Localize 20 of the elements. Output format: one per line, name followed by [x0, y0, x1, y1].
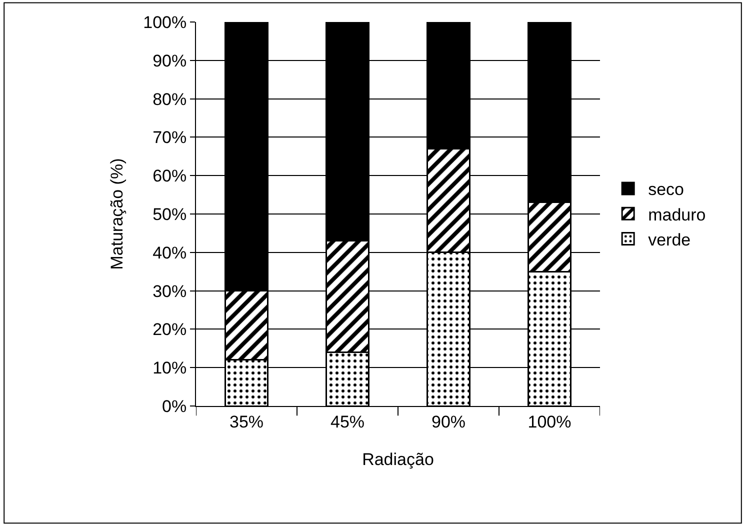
y-tick-label: 10%	[152, 358, 187, 378]
y-tick-label: 30%	[152, 282, 187, 301]
x-tick-label: 100%	[528, 412, 572, 432]
y-tick-label: 50%	[152, 204, 187, 224]
y-tick-label: 0%	[162, 396, 187, 416]
text: maduro	[648, 205, 706, 224]
y-tick-label: 20%	[152, 320, 187, 340]
y-tick-label: 80%	[152, 90, 187, 109]
text: verde	[648, 230, 691, 250]
legend-label: seco	[648, 180, 684, 200]
x-tick-label: 90%	[431, 412, 466, 432]
y-tick-label: 40%	[152, 243, 187, 262]
y-tick-label: 90%	[152, 51, 187, 70]
x-tick-label: 45%	[330, 412, 365, 432]
x-axis-title: Radiação	[362, 450, 434, 469]
y-tick-label: 60%	[152, 166, 187, 186]
x-tick-label: 35%	[229, 412, 264, 432]
y-tick-label: 100%	[143, 12, 187, 32]
y-axis-title: Maturação (%)	[108, 158, 127, 270]
y-tick-label: 70%	[152, 128, 187, 148]
